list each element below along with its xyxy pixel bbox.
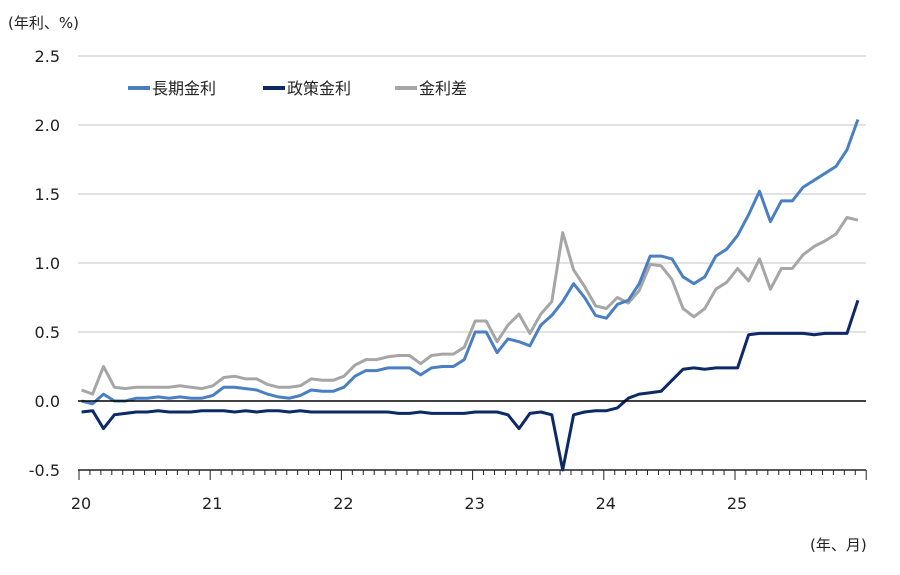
x-tick-label: 25 [727, 494, 747, 513]
x-axis-label: (年、月) [810, 536, 867, 554]
series-line-1 [81, 299, 860, 472]
x-tick-label: 20 [71, 494, 91, 513]
series-line-0 [81, 118, 860, 406]
y-tick-label: -0.5 [29, 461, 60, 480]
legend-label: 長期金利 [152, 79, 216, 98]
x-tick-label: 21 [202, 494, 222, 513]
x-tick-label: 24 [596, 494, 616, 513]
x-tick-label: 23 [464, 494, 484, 513]
legend-label: 金利差 [419, 79, 467, 98]
x-tick-label: 22 [333, 494, 353, 513]
y-tick-label: 1.5 [35, 185, 60, 204]
y-tick-label: 1.0 [35, 254, 60, 273]
y-axis-label: (年利、%) [8, 14, 79, 32]
legend-label: 政策金利 [287, 79, 351, 98]
y-tick-label: 2.5 [35, 47, 60, 66]
y-tick-label: 0.5 [35, 323, 60, 342]
series-line-2 [81, 216, 859, 396]
y-tick-label: 0.0 [35, 392, 60, 411]
y-tick-label: 2.0 [35, 116, 60, 135]
